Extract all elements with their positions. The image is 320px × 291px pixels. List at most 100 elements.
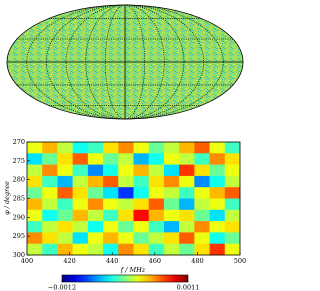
- heat-cell: [133, 164, 150, 177]
- heat-cell: [148, 209, 165, 222]
- heat-cell: [27, 198, 43, 211]
- heat-cell: [103, 142, 119, 154]
- heat-cell: [148, 187, 165, 199]
- heat-cell: [57, 153, 73, 165]
- heat-cell: [57, 142, 73, 154]
- heat-cell: [72, 209, 89, 222]
- heat-cell: [148, 175, 165, 188]
- heat-cell: [224, 175, 241, 188]
- heat-cell: [42, 164, 58, 177]
- heat-cell: [27, 175, 43, 188]
- heat-cell: [87, 232, 104, 244]
- heat-cell: [148, 164, 165, 177]
- heat-cell: [179, 198, 195, 211]
- x-tick-label: 440: [106, 257, 118, 265]
- heat-cell: [118, 243, 134, 256]
- heat-cell: [27, 164, 43, 177]
- heat-cell: [179, 209, 195, 222]
- heat-cell: [179, 187, 195, 199]
- heat-cell: [179, 153, 195, 165]
- heat-cell: [133, 232, 150, 244]
- heat-cell: [224, 209, 241, 222]
- heat-cell: [118, 209, 134, 222]
- heat-cell: [209, 243, 226, 256]
- heat-cell: [27, 142, 43, 154]
- heat-cell: [103, 221, 119, 233]
- heat-cell: [118, 175, 134, 188]
- heat-cell: [224, 164, 241, 177]
- heat-cell: [133, 209, 150, 222]
- heat-cell: [179, 221, 195, 233]
- x-axis-label: f / MHz: [120, 266, 146, 274]
- heat-cell: [163, 175, 180, 188]
- heat-cell: [72, 142, 89, 154]
- heat-cell: [103, 164, 119, 177]
- heat-cell: [148, 243, 165, 256]
- heat-cell: [209, 153, 226, 165]
- heat-cell: [224, 187, 241, 199]
- heat-cell: [133, 187, 150, 199]
- heat-cell: [57, 243, 73, 256]
- heat-cell: [118, 153, 134, 165]
- heat-cell: [27, 243, 43, 256]
- heat-cell: [87, 187, 104, 199]
- y-tick-label: 300: [13, 251, 25, 259]
- heat-cell: [163, 221, 180, 233]
- heat-cell: [103, 153, 119, 165]
- heat-cell: [57, 232, 73, 244]
- heat-cell: [118, 187, 134, 199]
- heat-cell: [209, 175, 226, 188]
- heat-cell: [118, 221, 134, 233]
- heat-cell: [118, 198, 134, 211]
- heat-cell: [27, 209, 43, 222]
- heat-cell: [133, 243, 150, 256]
- heat-cell: [87, 164, 104, 177]
- heat-cell: [42, 187, 58, 199]
- heat-cell: [133, 142, 150, 154]
- y-tick-label: 280: [13, 176, 25, 184]
- x-tick-label: 480: [191, 257, 203, 265]
- heat-cell: [224, 153, 241, 165]
- colorbar-tick-label: 0.0011: [177, 284, 200, 291]
- heat-cell: [42, 175, 58, 188]
- heat-cell: [87, 142, 104, 154]
- heat-cell: [103, 187, 119, 199]
- heat-cell: [72, 153, 89, 165]
- y-tick-label: 270: [13, 138, 25, 146]
- heat-cell: [87, 221, 104, 233]
- y-axis-label: φ / degree: [3, 181, 11, 215]
- y-tick-label: 295: [13, 232, 25, 240]
- heat-cell: [224, 221, 241, 233]
- heat-cell: [42, 142, 58, 154]
- heat-cell: [118, 164, 134, 177]
- heat-cell: [209, 198, 226, 211]
- heat-cell: [57, 187, 73, 199]
- heat-cell: [42, 198, 58, 211]
- heat-cell: [194, 232, 210, 244]
- heat-cell: [42, 232, 58, 244]
- heat-cell: [194, 153, 210, 165]
- heat-cell: [42, 221, 58, 233]
- heat-cell: [148, 153, 165, 165]
- heat-cell: [163, 198, 180, 211]
- heat-cell: [72, 221, 89, 233]
- heat-cell: [72, 243, 89, 256]
- heat-cell: [209, 209, 226, 222]
- heatmap-panel: 400 420 440 460 480 500 270 275 280 285 290 295 300 −…: [13, 138, 247, 291]
- heat-cell: [133, 221, 150, 233]
- y-tick-label: 275: [13, 157, 25, 165]
- heat-cell: [118, 142, 134, 154]
- heat-cell: [148, 198, 165, 211]
- heat-cell: [224, 243, 241, 256]
- y-tick-label: 285: [13, 195, 25, 203]
- heat-cell: [209, 187, 226, 199]
- heat-cell: [194, 175, 210, 188]
- y-tick-label: 290: [13, 213, 25, 221]
- heat-cell: [57, 164, 73, 177]
- heat-cell: [103, 232, 119, 244]
- heat-cell: [194, 221, 210, 233]
- heat-cell: [118, 232, 134, 244]
- heat-cell: [209, 164, 226, 177]
- heat-cell: [179, 243, 195, 256]
- heat-cell: [42, 209, 58, 222]
